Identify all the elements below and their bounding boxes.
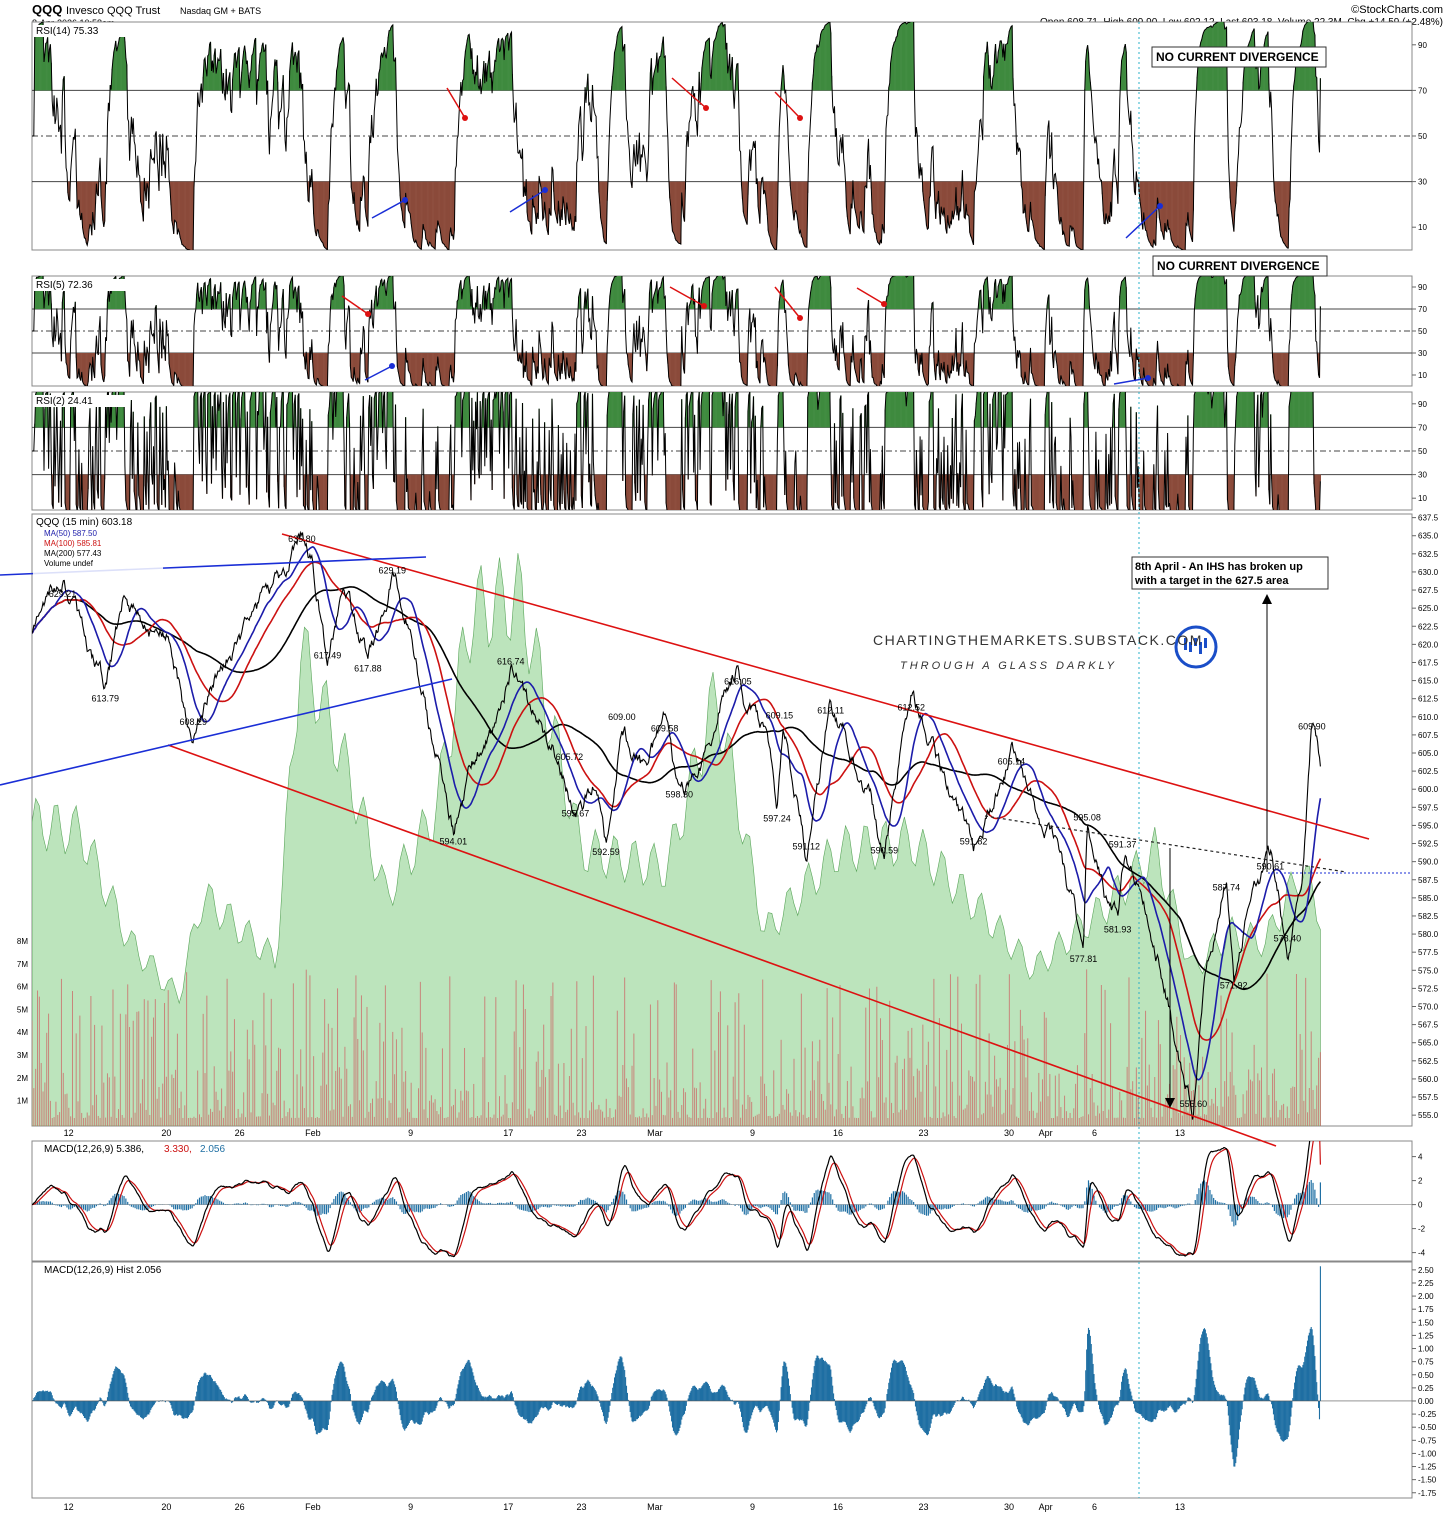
- volume-layer: [32, 553, 1321, 1126]
- logo-candle: [1189, 642, 1192, 652]
- divergence-arrow: [774, 286, 801, 319]
- divergence-arrow-head: [797, 315, 803, 321]
- divergence-arrow: [669, 286, 705, 307]
- divergence-arrow: [774, 91, 801, 119]
- ihs-height-arrow: [1165, 1098, 1175, 1108]
- brand: ©StockCharts.com: [1351, 4, 1443, 16]
- price-layer: [32, 530, 1322, 1120]
- divergence-arrow-head: [462, 115, 468, 121]
- logo-candle: [1184, 638, 1187, 650]
- logo-candle: [1194, 638, 1197, 646]
- volume-average-area: [32, 553, 1321, 1126]
- divergence-arrow: [364, 365, 393, 381]
- ihs-neckline: [984, 815, 1347, 873]
- ma200-line: [32, 586, 1322, 991]
- channel-lower-line: [167, 744, 1277, 1147]
- divergence-arrow-head: [389, 363, 395, 369]
- blue-support-line: [0, 678, 453, 786]
- macd-layer: [32, 1141, 1412, 1258]
- divergence-arrow-head: [365, 311, 371, 317]
- divergence-arrow-head: [402, 197, 408, 203]
- exchange: Nasdaq GM + BATS: [180, 6, 261, 16]
- divergence-arrow-head: [542, 187, 548, 193]
- macd-line: [32, 1141, 1311, 1258]
- rsi5-layer: [32, 276, 1412, 386]
- logo-candle: [1199, 642, 1202, 654]
- divergence-arrow: [1113, 377, 1149, 385]
- rsi14-layer: [32, 22, 1412, 250]
- divergence-arrow: [671, 77, 707, 109]
- macd-signal-line: [32, 1141, 1321, 1256]
- divergence-arrow: [1125, 205, 1161, 239]
- symbol: QQQ: [32, 2, 62, 17]
- rsi-line: [32, 22, 1321, 250]
- logo-candle: [1204, 638, 1207, 648]
- divergence-arrow-head: [1145, 375, 1151, 381]
- logo-ring: [1174, 625, 1218, 669]
- ma100-line: [32, 561, 1322, 1041]
- price-line: [32, 530, 1321, 1120]
- divergence-arrow: [509, 189, 546, 213]
- divergence-arrow: [371, 199, 406, 219]
- rsi-line: [32, 276, 1321, 386]
- divergence-arrow-head: [797, 115, 803, 121]
- rsi2-layer: [32, 392, 1412, 510]
- divergence-arrow-head: [1157, 203, 1163, 209]
- ihs-target-arrow: [1262, 594, 1272, 604]
- hist-layer: [32, 1266, 1412, 1467]
- divergence-arrow: [446, 87, 466, 119]
- ma50-line: [32, 546, 1322, 1081]
- panel-macd-hist: [31, 1261, 1413, 1499]
- symbol-name: Invesco QQQ Trust: [66, 5, 160, 17]
- divergence-arrow-head: [703, 105, 709, 111]
- divergence-arrow: [856, 287, 885, 305]
- divergence-arrow-head: [881, 301, 887, 307]
- rsi-line: [32, 392, 1321, 510]
- divergence-arrow-head: [701, 303, 707, 309]
- watermark: [1174, 625, 1218, 669]
- divergence-arrow: [341, 295, 369, 315]
- channel-upper-line: [281, 533, 1370, 840]
